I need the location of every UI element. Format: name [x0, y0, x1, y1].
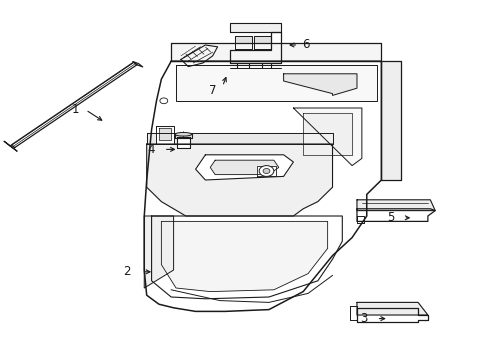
Polygon shape	[146, 133, 332, 144]
Circle shape	[259, 166, 273, 176]
Polygon shape	[349, 306, 356, 320]
Polygon shape	[293, 108, 361, 166]
Polygon shape	[159, 128, 171, 140]
Polygon shape	[356, 308, 427, 322]
Text: 2: 2	[123, 265, 131, 278]
Polygon shape	[256, 166, 276, 176]
Polygon shape	[177, 137, 189, 148]
Polygon shape	[4, 141, 17, 151]
Polygon shape	[356, 302, 427, 315]
Polygon shape	[210, 160, 278, 175]
Polygon shape	[303, 113, 351, 155]
Polygon shape	[171, 43, 381, 61]
Polygon shape	[144, 61, 381, 311]
Polygon shape	[11, 62, 137, 148]
Polygon shape	[161, 221, 327, 292]
Polygon shape	[176, 65, 376, 101]
Text: 7: 7	[208, 84, 216, 96]
Circle shape	[263, 168, 269, 174]
Polygon shape	[356, 216, 364, 223]
Text: 5: 5	[386, 211, 394, 224]
Polygon shape	[175, 134, 191, 138]
Polygon shape	[144, 216, 173, 288]
Polygon shape	[381, 61, 400, 180]
Polygon shape	[181, 45, 217, 67]
Polygon shape	[283, 74, 356, 95]
Polygon shape	[356, 200, 434, 211]
Text: 4: 4	[147, 143, 155, 156]
Polygon shape	[356, 209, 434, 221]
Circle shape	[160, 98, 167, 104]
Polygon shape	[195, 155, 293, 180]
Text: 1: 1	[72, 103, 80, 116]
Polygon shape	[151, 216, 342, 299]
Polygon shape	[133, 62, 142, 67]
Text: 6: 6	[301, 39, 309, 51]
Polygon shape	[229, 23, 281, 32]
Ellipse shape	[175, 132, 191, 136]
Text: 3: 3	[360, 312, 367, 325]
Polygon shape	[229, 32, 281, 63]
Polygon shape	[254, 36, 271, 49]
Polygon shape	[156, 126, 173, 144]
Polygon shape	[234, 36, 251, 49]
Polygon shape	[146, 144, 332, 216]
